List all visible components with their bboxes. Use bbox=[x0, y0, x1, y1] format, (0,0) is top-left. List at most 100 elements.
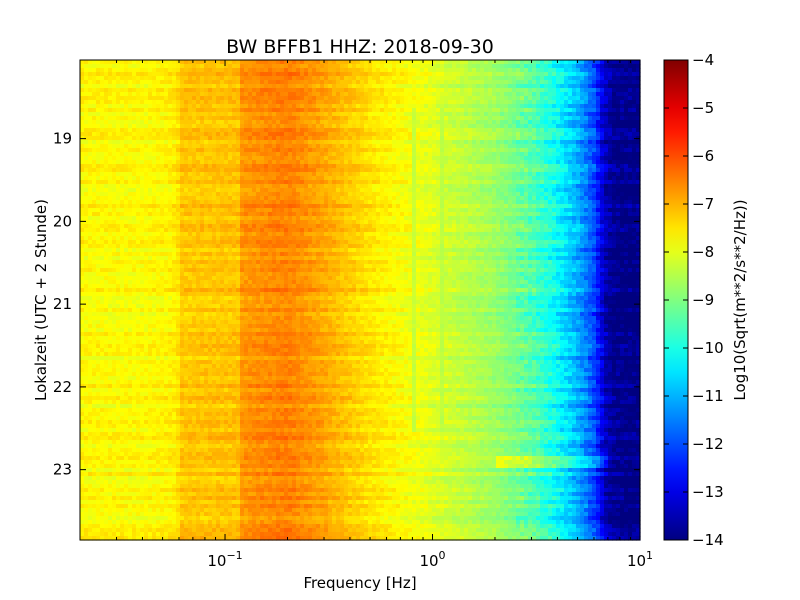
heatmap-cell bbox=[368, 132, 373, 137]
heatmap-cell bbox=[612, 80, 617, 85]
heatmap-cell bbox=[272, 160, 277, 165]
heatmap-cell bbox=[156, 140, 161, 145]
heatmap-cell bbox=[588, 164, 593, 169]
heatmap-cell bbox=[608, 84, 613, 89]
heatmap-cell bbox=[608, 128, 613, 133]
heatmap-cell bbox=[440, 168, 445, 173]
heatmap-cell bbox=[100, 104, 105, 109]
heatmap-cell bbox=[356, 140, 361, 145]
heatmap-cell bbox=[236, 108, 241, 113]
heatmap-cell bbox=[536, 104, 541, 109]
heatmap-cell bbox=[612, 104, 617, 109]
heatmap-cell bbox=[344, 164, 349, 169]
heatmap-cell bbox=[156, 112, 161, 117]
heatmap-cell bbox=[332, 120, 337, 125]
heatmap-cell bbox=[240, 148, 245, 153]
heatmap-cell bbox=[424, 68, 429, 73]
heatmap-cell bbox=[476, 76, 481, 81]
heatmap-cell bbox=[572, 192, 577, 197]
heatmap-cell bbox=[628, 184, 633, 189]
heatmap-cell bbox=[216, 92, 221, 97]
heatmap-cell bbox=[608, 176, 613, 181]
heatmap-cell bbox=[348, 136, 353, 141]
heatmap-cell bbox=[420, 140, 425, 145]
heatmap-cell bbox=[408, 100, 413, 105]
heatmap-cell bbox=[496, 108, 501, 113]
heatmap-cell bbox=[372, 144, 377, 149]
heatmap-cell bbox=[168, 112, 173, 117]
heatmap-cell bbox=[116, 60, 121, 65]
heatmap-cell bbox=[188, 120, 193, 125]
heatmap-cell bbox=[308, 156, 313, 161]
heatmap-cell bbox=[332, 136, 337, 141]
heatmap-cell bbox=[332, 76, 337, 81]
heatmap-cell bbox=[536, 76, 541, 81]
heatmap-cell bbox=[276, 120, 281, 125]
heatmap-cell bbox=[304, 100, 309, 105]
heatmap-cell bbox=[612, 196, 617, 201]
heatmap-cell bbox=[252, 136, 257, 141]
heatmap-cell bbox=[264, 100, 269, 105]
heatmap-cell bbox=[192, 144, 197, 149]
heatmap-cell bbox=[412, 184, 417, 189]
heatmap-cell bbox=[312, 136, 317, 141]
heatmap-cell bbox=[328, 172, 333, 177]
heatmap-cell bbox=[436, 176, 441, 181]
heatmap-cell bbox=[156, 168, 161, 173]
heatmap-cell bbox=[520, 84, 525, 89]
heatmap-cell bbox=[616, 112, 621, 117]
heatmap-cell bbox=[176, 72, 181, 77]
heatmap-cell bbox=[544, 116, 549, 121]
heatmap-cell bbox=[548, 196, 553, 201]
heatmap-cell bbox=[240, 164, 245, 169]
heatmap-cell bbox=[524, 60, 529, 65]
heatmap-cell bbox=[472, 60, 477, 65]
heatmap-cell bbox=[544, 160, 549, 165]
heatmap-cell bbox=[572, 180, 577, 185]
heatmap-cell bbox=[268, 128, 273, 133]
heatmap-cell bbox=[560, 136, 565, 141]
heatmap-cell bbox=[524, 148, 529, 153]
heatmap-cell bbox=[288, 112, 293, 117]
heatmap-cell bbox=[484, 92, 489, 97]
heatmap-cell bbox=[428, 84, 433, 89]
heatmap-cell bbox=[552, 156, 557, 161]
heatmap-cell bbox=[276, 64, 281, 69]
heatmap-cell bbox=[356, 84, 361, 89]
heatmap-cell bbox=[592, 188, 597, 193]
heatmap-cell bbox=[568, 88, 573, 93]
heatmap-cell bbox=[596, 172, 601, 177]
heatmap-cell bbox=[428, 112, 433, 117]
heatmap-cell bbox=[600, 160, 605, 165]
heatmap-cell bbox=[480, 72, 485, 77]
heatmap-cell bbox=[396, 104, 401, 109]
heatmap-cell bbox=[128, 76, 133, 81]
heatmap-cell bbox=[488, 120, 493, 125]
heatmap-cell bbox=[392, 168, 397, 173]
heatmap-cell bbox=[228, 144, 233, 149]
heatmap-cell bbox=[148, 120, 153, 125]
heatmap-cell bbox=[200, 72, 205, 77]
heatmap-cell bbox=[316, 108, 321, 113]
heatmap-cell bbox=[364, 88, 369, 93]
heatmap-cell bbox=[556, 80, 561, 85]
heatmap-cell bbox=[412, 192, 417, 197]
heatmap-cell bbox=[632, 60, 637, 65]
heatmap-cell bbox=[228, 124, 233, 129]
heatmap-cell bbox=[120, 172, 125, 177]
heatmap-cell bbox=[184, 112, 189, 117]
heatmap-cell bbox=[592, 168, 597, 173]
heatmap-cell bbox=[276, 100, 281, 105]
heatmap-cell bbox=[184, 196, 189, 201]
heatmap-cell bbox=[364, 108, 369, 113]
heatmap-cell bbox=[192, 188, 197, 193]
heatmap-cell bbox=[496, 100, 501, 105]
heatmap-cell bbox=[124, 88, 129, 93]
heatmap-cell bbox=[408, 172, 413, 177]
heatmap-cell bbox=[88, 156, 93, 161]
heatmap-cell bbox=[244, 196, 249, 201]
heatmap-cell bbox=[384, 120, 389, 125]
heatmap-cell bbox=[572, 120, 577, 125]
heatmap-cell bbox=[580, 188, 585, 193]
heatmap-cell bbox=[504, 96, 509, 101]
